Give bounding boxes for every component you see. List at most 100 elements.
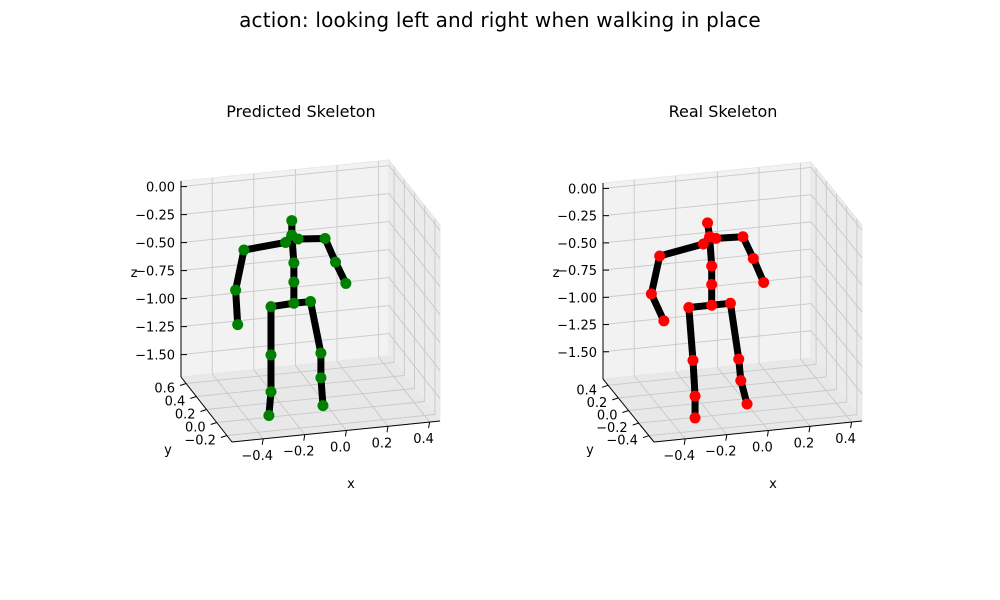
z-tick-label: −0.50 (557, 237, 597, 252)
z-tick-label: −1.50 (135, 349, 175, 364)
y-axis-label: y (164, 443, 172, 458)
grid-line (180, 193, 441, 259)
y-tick-label: 0.0 (597, 409, 618, 424)
joint-head (702, 217, 714, 229)
joint-shoulder_l (280, 236, 292, 248)
joint-shoulder_r (710, 232, 722, 244)
y-tick-label: −0.4 (606, 434, 638, 449)
joint-foot_l (689, 412, 701, 424)
x-tick (303, 434, 306, 441)
joint-spine (288, 257, 300, 269)
joint-head (286, 215, 298, 227)
skeleton-joints (645, 217, 770, 424)
grid-line (180, 333, 441, 399)
joint-hip_c (288, 297, 300, 309)
x-axis-line (231, 420, 441, 443)
bone-shoulder_l-l_shoulder_outer (656, 240, 707, 260)
joint-spine_low (706, 279, 718, 290)
y-tick (220, 435, 228, 438)
bone-l_shoulder_outer-l_elbow (647, 252, 664, 298)
joint-foot_r (741, 398, 753, 410)
joint-l_wrist (232, 319, 244, 331)
joint-l_wrist (658, 315, 670, 327)
x-tick-label: −0.4 (241, 449, 273, 464)
y-axis-label: y (586, 443, 594, 458)
x-tick-label: 0.4 (413, 432, 434, 447)
joint-knee_l (265, 349, 277, 361)
x-tick (261, 438, 264, 445)
grid-line (180, 165, 441, 231)
x-tick (766, 430, 769, 437)
bone-shoulder_l-l_shoulder_outer (240, 238, 290, 254)
bone-l_shoulder_outer-l_elbow (232, 246, 248, 294)
x-tick-label: 0.2 (794, 436, 815, 451)
z-tick-label: −1.50 (557, 346, 597, 361)
joint-ankle_r (315, 372, 327, 384)
x-tick (725, 434, 728, 441)
grid-line (602, 303, 863, 367)
joint-hip_l (265, 301, 277, 313)
joint-shoulder_r (292, 233, 304, 245)
bone-hip_r-knee_r (726, 299, 743, 363)
y-tick-label: 0.2 (587, 396, 608, 411)
x-tick-label: 0.4 (835, 432, 856, 447)
z-tick-label: −0.50 (135, 237, 175, 252)
grid-line (226, 414, 435, 436)
joint-l_shoulder_outer (238, 244, 250, 256)
x-tick (428, 421, 431, 429)
x-tick (683, 438, 686, 445)
x-axis-label: x (769, 477, 777, 492)
y-tick-label: 0.6 (154, 382, 175, 397)
joint-r_shoulder_outer (737, 231, 749, 243)
joint-shoulder_l (697, 238, 709, 250)
joint-knee_l (687, 354, 699, 366)
grid-line (602, 248, 863, 313)
joint-knee_r (733, 353, 745, 365)
grid-line (618, 376, 827, 399)
figure-title: action: looking left and right when walk… (239, 8, 761, 32)
joint-spine_low (288, 276, 300, 288)
y-tick-label: 0.0 (185, 421, 206, 436)
grid-line (638, 401, 847, 424)
z-tick-label: −0.75 (135, 265, 175, 280)
z-tick-label: −1.25 (557, 319, 597, 334)
joint-ankle_l (689, 390, 701, 402)
grid-line (180, 277, 441, 343)
predicted-skeleton-axes: −0.4 −0.2 0.0 0.2 0.4−0.20.00.20.40.60.00−0.… (131, 158, 441, 492)
y-tick (200, 409, 207, 412)
y-tick (601, 384, 609, 388)
joint-ankle_r (735, 375, 747, 387)
grid-line (628, 389, 837, 411)
z-tick-label: −0.75 (557, 264, 597, 279)
grid-line (196, 375, 405, 397)
grid-line (602, 166, 863, 231)
joint-foot_l (263, 410, 275, 422)
y-tick-label: −0.2 (184, 434, 216, 449)
y-tick-label: 0.4 (576, 383, 597, 398)
grid-line (602, 330, 863, 395)
x-tick-label: −0.4 (663, 449, 695, 464)
joint-r_wrist (758, 277, 770, 289)
joint-hip_r (724, 297, 736, 309)
z-tick-label: 0.00 (146, 181, 175, 196)
joint-r_wrist (340, 277, 352, 289)
x-tick-label: 0.2 (372, 436, 393, 451)
bone-hip_r-knee_r (307, 298, 325, 357)
x-tick-label: −0.2 (283, 445, 315, 460)
x-tick-label: 0.0 (330, 440, 351, 455)
y-tick-label: 0.4 (165, 395, 186, 410)
grid-line (602, 221, 863, 286)
y-tick (612, 397, 619, 401)
y-tick-label: −0.2 (596, 421, 628, 436)
grid-line (602, 194, 863, 258)
x-tick (344, 430, 347, 437)
y-tick (179, 383, 187, 386)
joint-l_elbow (230, 284, 242, 296)
x-tick (808, 426, 811, 433)
y-tick (642, 435, 650, 439)
z-tick-label: −1.25 (135, 321, 175, 336)
joint-hip_c (706, 299, 718, 311)
joint-r_elbow (747, 253, 759, 265)
z-axis-label: z (131, 266, 138, 281)
